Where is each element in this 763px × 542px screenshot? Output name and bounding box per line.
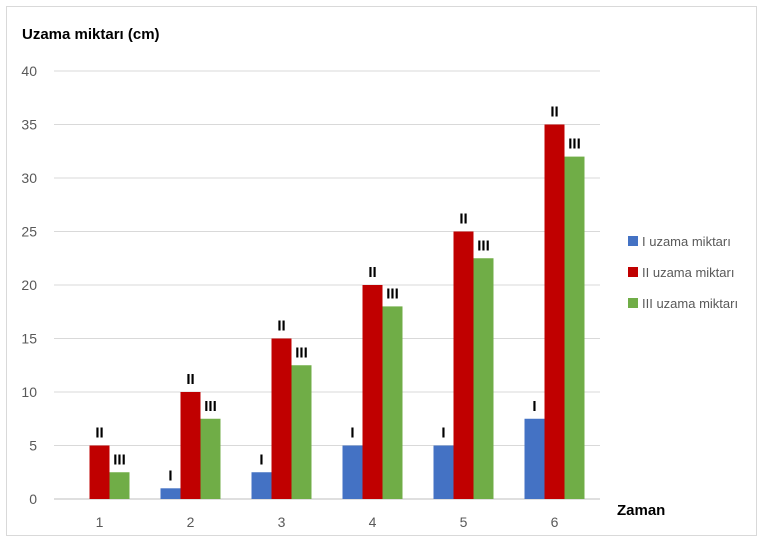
bar-label: I (441, 425, 445, 442)
bar-label: II (459, 211, 467, 228)
y-tick-labels: 0 5 10 15 20 25 30 35 40 (21, 63, 37, 507)
legend-label: III uzama miktarı (642, 296, 738, 311)
bar-label: III (113, 451, 126, 468)
x-tick-labels: 1 2 3 4 5 6 (96, 514, 559, 530)
x-tick-label: 3 (278, 514, 286, 530)
bar (544, 124, 565, 499)
bar (291, 365, 312, 499)
bar (473, 258, 494, 499)
y-tick-label: 35 (21, 117, 37, 133)
x-tick-label: 6 (551, 514, 559, 530)
bar (89, 445, 110, 499)
bar (433, 445, 454, 499)
legend-label: II uzama miktarı (642, 265, 734, 280)
bar (180, 392, 201, 499)
bar-label: III (204, 398, 217, 415)
x-tick-label: 2 (187, 514, 195, 530)
bar-label: III (477, 237, 490, 254)
bar-label: III (295, 344, 308, 361)
bar (362, 285, 383, 499)
y-tick-label: 15 (21, 331, 37, 347)
bar (342, 445, 363, 499)
x-tick-label: 5 (460, 514, 468, 530)
y-tick-label: 10 (21, 384, 37, 400)
y-tick-label: 20 (21, 277, 37, 293)
bar-label: II (277, 318, 285, 335)
bar (382, 306, 403, 499)
bar (160, 488, 181, 499)
bar-label: I (350, 425, 354, 442)
bar-label: II (550, 104, 558, 121)
bar (564, 156, 585, 499)
bars (89, 124, 585, 499)
bar-label: III (386, 285, 399, 302)
gridlines (54, 70, 600, 500)
legend-swatch (628, 267, 638, 277)
y-tick-label: 30 (21, 170, 37, 186)
bar (271, 338, 292, 499)
bar-label: II (186, 371, 194, 388)
bar-label: I (532, 398, 536, 415)
bar-label: III (568, 136, 581, 153)
legend-swatch (628, 236, 638, 246)
bar (251, 472, 272, 499)
chart-frame (6, 6, 757, 536)
bar (109, 472, 130, 499)
legend: I uzama miktarı II uzama miktarı III uzama… (628, 234, 738, 311)
bar (200, 418, 221, 499)
legend-swatch (628, 298, 638, 308)
y-axis-title: Uzama miktarı (cm) (22, 26, 160, 43)
y-tick-label: 0 (29, 491, 37, 507)
x-tick-label: 4 (369, 514, 377, 530)
y-tick-label: 25 (21, 224, 37, 240)
y-tick-label: 5 (29, 438, 37, 454)
bar-label: I (259, 451, 263, 468)
legend-label: I uzama miktarı (642, 234, 731, 249)
bar-label: I (168, 467, 172, 484)
bar (453, 231, 474, 499)
bar-label: II (95, 425, 103, 442)
x-tick-label: 1 (96, 514, 104, 530)
x-axis-title: Zaman (617, 502, 665, 519)
bar (524, 418, 545, 499)
bar-label: II (368, 264, 376, 281)
y-tick-label: 40 (21, 63, 37, 79)
